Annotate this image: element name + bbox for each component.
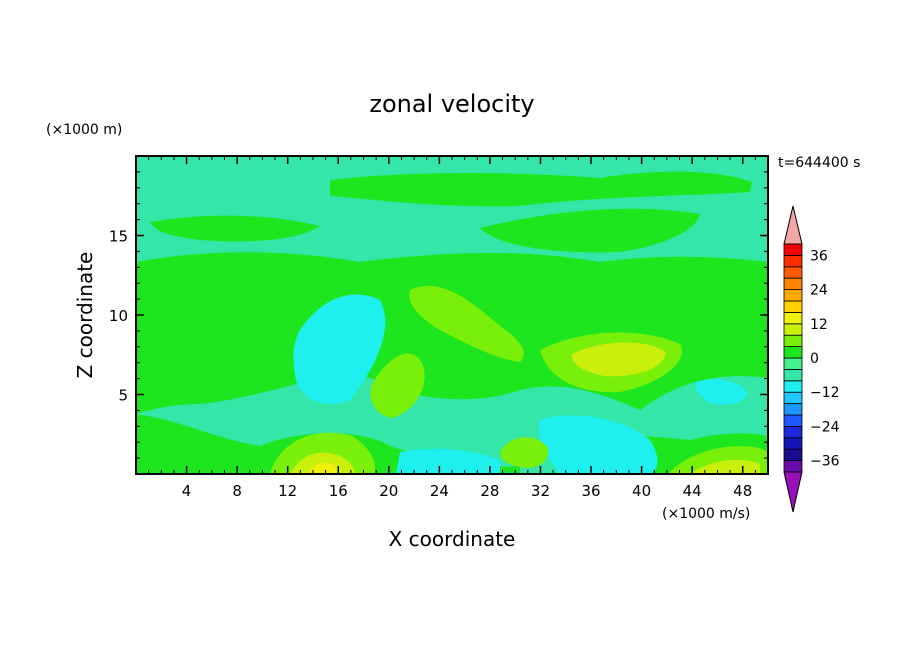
x-tick-label: 32 — [531, 482, 550, 500]
chart-title: zonal velocity — [369, 90, 534, 118]
x-ticks: 4 8 12 16 20 24 28 32 36 40 44 48 — [148, 156, 756, 500]
x-tick-label: 12 — [278, 482, 297, 500]
colorbar-segment — [783, 300, 803, 313]
x-tick-label: 28 — [480, 482, 499, 500]
x-unit-label: (×1000 m/s) — [662, 506, 750, 522]
colorbar-tick-label: 12 — [810, 317, 828, 333]
colorbar-segment — [783, 368, 803, 382]
colorbar-segment — [783, 266, 803, 279]
x-tick-label: 24 — [430, 482, 449, 500]
colorbar-segment — [783, 346, 803, 359]
field-cyan-lower — [539, 415, 658, 474]
x-tick-label: 44 — [683, 482, 702, 500]
colorbar-segment — [783, 437, 803, 450]
x-tick-label: 8 — [232, 482, 242, 500]
colorbar-over-triangle — [783, 205, 803, 245]
field-yellowgreen-left — [370, 353, 425, 418]
field-yellowgreen-ridge — [409, 285, 524, 362]
y-unit-label: (×1000 m) — [46, 122, 122, 138]
colorbar-segment — [783, 357, 803, 370]
colorbar-segment — [783, 448, 803, 462]
field-green-top — [330, 171, 752, 207]
colorbar-tick-label: 36 — [810, 248, 828, 264]
colorbar-segment — [783, 334, 803, 348]
colorbar-segment — [783, 277, 803, 291]
contour-field — [136, 156, 768, 474]
x-tick-label: 4 — [182, 482, 192, 500]
colorbar-segment — [783, 391, 803, 405]
x-tick-label: 48 — [733, 482, 752, 500]
x-tick-label: 40 — [632, 482, 651, 500]
field-cyan-center — [293, 294, 386, 404]
time-label: t=644400 s — [778, 155, 860, 171]
colorbar-under-triangle — [783, 471, 803, 513]
colorbar-segment — [783, 380, 803, 393]
y-tick-label: 15 — [109, 228, 128, 246]
colorbar-segment — [783, 311, 803, 325]
field-cyan-right — [695, 379, 748, 405]
x-tick-label: 16 — [329, 482, 348, 500]
colorbar-tick-label: −12 — [810, 385, 840, 401]
y-axis-label: Z coordinate — [73, 252, 97, 379]
colorbar-tick-label: −24 — [810, 419, 840, 435]
y-tick-label: 10 — [109, 307, 128, 325]
y-tick-label: 5 — [118, 387, 128, 405]
colorbar-tick-label: 0 — [810, 351, 819, 367]
y-ticks: 5 10 15 — [109, 171, 768, 459]
colorbar-tick-label: −36 — [810, 454, 840, 470]
field-green-upper-right — [480, 208, 700, 253]
field-cyan-bottom — [396, 448, 500, 474]
colorbar-tick-label: 24 — [810, 283, 828, 299]
field-yellow-right — [571, 342, 666, 377]
field-bright-yellow-bottom — [308, 462, 338, 474]
x-tick-label: 36 — [581, 482, 600, 500]
colorbar-segment — [783, 425, 803, 439]
colorbar-segment — [783, 254, 803, 268]
colorbar-segment — [783, 460, 803, 473]
field-yellowgreen-bottom-mid — [500, 437, 549, 468]
colorbar-segment — [783, 289, 803, 302]
colorbar-segment — [783, 243, 803, 256]
field-green-upper — [150, 215, 320, 242]
colorbar-segment — [783, 414, 803, 427]
x-axis-label: X coordinate — [389, 527, 516, 551]
colorbar-segment — [783, 403, 803, 416]
colorbar: 36 24 12 0 −12 −24 −36 — [783, 205, 840, 513]
colorbar-segment — [783, 323, 803, 336]
x-tick-label: 20 — [379, 482, 398, 500]
